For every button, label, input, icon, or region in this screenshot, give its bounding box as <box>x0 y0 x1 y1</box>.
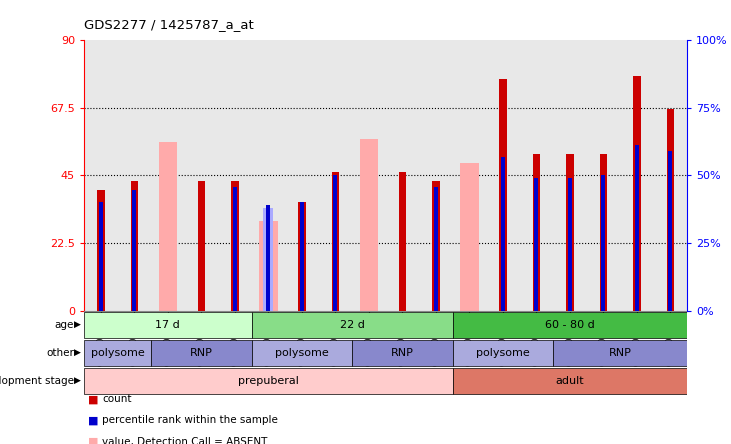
Text: ■: ■ <box>88 437 98 444</box>
Text: adult: adult <box>556 376 584 386</box>
Bar <box>635 145 639 311</box>
Bar <box>360 139 378 311</box>
Text: RNP: RNP <box>391 348 414 358</box>
Bar <box>259 221 278 311</box>
Text: ▶: ▶ <box>75 320 81 329</box>
Text: polysome: polysome <box>91 348 145 358</box>
Text: other: other <box>46 348 74 358</box>
Bar <box>567 155 574 311</box>
Bar <box>231 182 238 311</box>
Bar <box>499 79 507 311</box>
Text: percentile rank within the sample: percentile rank within the sample <box>102 416 279 425</box>
Bar <box>132 190 136 311</box>
Text: 17 d: 17 d <box>156 320 181 330</box>
Bar <box>99 202 103 311</box>
Text: GDS2277 / 1425787_a_at: GDS2277 / 1425787_a_at <box>84 18 254 31</box>
Bar <box>501 157 505 311</box>
Bar <box>599 155 607 311</box>
Text: ▶: ▶ <box>75 348 81 357</box>
Bar <box>84 368 452 393</box>
Text: ▶: ▶ <box>75 376 81 385</box>
Text: polysome: polysome <box>476 348 530 358</box>
Bar <box>197 182 205 311</box>
Bar <box>298 202 306 311</box>
Text: count: count <box>102 394 132 404</box>
Text: ■: ■ <box>88 394 98 404</box>
Bar <box>667 109 674 311</box>
Bar <box>251 340 352 365</box>
Text: 22 d: 22 d <box>340 320 365 330</box>
Text: development stage: development stage <box>0 376 74 386</box>
Text: RNP: RNP <box>190 348 213 358</box>
Bar <box>434 187 438 311</box>
Bar <box>534 178 538 311</box>
Text: 60 - 80 d: 60 - 80 d <box>545 320 595 330</box>
Text: RNP: RNP <box>609 348 632 358</box>
Bar <box>452 312 687 337</box>
Bar <box>263 209 273 311</box>
Bar <box>398 172 406 311</box>
Bar <box>251 312 452 337</box>
Bar <box>84 340 151 365</box>
Bar <box>553 340 687 365</box>
Bar <box>332 172 339 311</box>
Bar <box>232 187 237 311</box>
Bar <box>97 190 105 311</box>
Bar <box>131 182 138 311</box>
Text: prepuberal: prepuberal <box>238 376 299 386</box>
Bar <box>352 340 452 365</box>
Bar <box>460 163 479 311</box>
Bar <box>159 142 177 311</box>
Text: ■: ■ <box>88 416 98 425</box>
Bar <box>602 175 605 311</box>
Bar <box>668 151 673 311</box>
Bar <box>266 206 270 311</box>
Bar <box>432 182 439 311</box>
Bar <box>452 368 687 393</box>
Text: age: age <box>54 320 74 330</box>
Bar <box>533 155 540 311</box>
Text: polysome: polysome <box>275 348 329 358</box>
Bar <box>151 340 251 365</box>
Bar <box>568 178 572 311</box>
Text: value, Detection Call = ABSENT: value, Detection Call = ABSENT <box>102 437 268 444</box>
Bar <box>84 312 251 337</box>
Bar <box>633 76 640 311</box>
Bar <box>333 175 338 311</box>
Bar <box>300 202 304 311</box>
Bar <box>452 340 553 365</box>
